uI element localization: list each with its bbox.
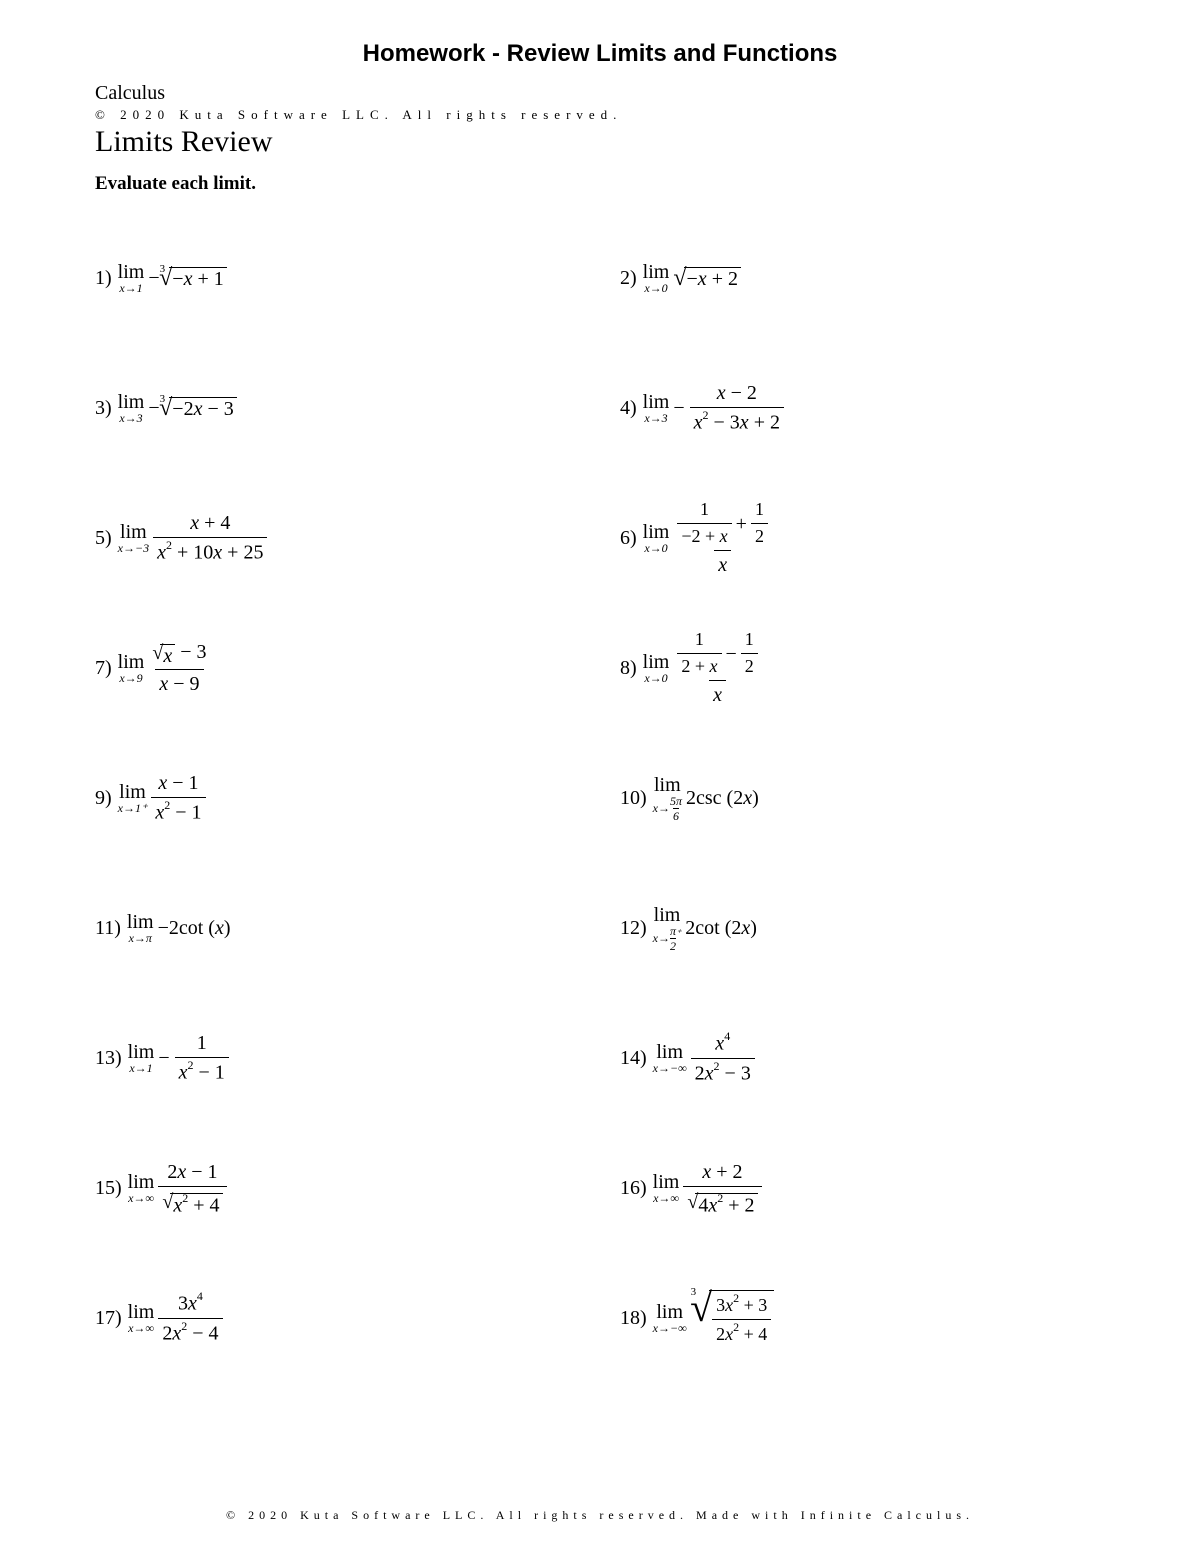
expression: −3√−2x − 3 [148,397,236,420]
limit-operator: lim x→∞ [128,1302,155,1334]
problem-number: 17) [95,1307,122,1330]
problem-number: 13) [95,1047,122,1070]
expression: −3√−x + 1 [148,267,226,290]
limit-operator: lim x→−3 [118,522,149,554]
limit-operator: lim x→−∞ [653,1302,687,1334]
expression: − 1x2 − 1 [158,1031,228,1085]
limit-operator: lim x→π2⁺ [653,905,682,952]
problem-number: 15) [95,1177,122,1200]
copyright-top: © 2020 Kuta Software LLC. All rights res… [95,107,1105,123]
limit-operator: lim x→1 [128,1042,155,1074]
expression: 1−2 + x + 12 x [673,499,772,576]
footer-copyright: © 2020 Kuta Software LLC. All rights res… [0,1508,1200,1523]
limit-operator: lim x→3 [643,392,670,424]
problem-13: 13) lim x→1 − 1x2 − 1 [95,993,580,1123]
problem-6: 6) lim x→0 1−2 + x + 12 x [620,473,1105,603]
expression: 12 + x − 12 x [673,629,761,706]
limit-operator: lim x→3 [118,392,145,424]
expression: x + 2√4x2 + 2 [683,1160,761,1217]
expression: 3√3x2 + 32x2 + 4 [691,1290,775,1345]
instruction-label: Evaluate each limit. [95,173,1105,195]
problem-18: 18) lim x→−∞ 3√3x2 + 32x2 + 4 [620,1253,1105,1383]
expression: x − 1x2 − 1 [151,771,205,825]
problem-16: 16) lim x→∞ x + 2√4x2 + 2 [620,1123,1105,1253]
limit-operator: lim x→∞ [128,1172,155,1204]
problem-number: 11) [95,917,121,940]
expression: 2x − 1√x2 + 4 [158,1160,226,1217]
problem-number: 1) [95,267,112,290]
expression: 3x42x2 − 4 [158,1291,222,1345]
problem-number: 8) [620,657,637,680]
problem-15: 15) lim x→∞ 2x − 1√x2 + 4 [95,1123,580,1253]
problem-number: 12) [620,917,647,940]
limit-operator: lim x→1 [118,262,145,294]
problem-5: 5) lim x→−3 x + 4x2 + 10x + 25 [95,473,580,603]
expression: x + 4x2 + 10x + 25 [153,511,267,565]
main-title: Homework - Review Limits and Functions [95,40,1105,68]
expression: √x − 3x − 9 [148,640,210,696]
problem-10: 10) lim x→5π6 2csc (2x) [620,733,1105,863]
expression: x42x2 − 3 [691,1031,755,1085]
expression: 2csc (2x) [686,787,759,810]
limit-operator: lim x→0 [643,652,670,684]
problem-2: 2) lim x→0 √−x + 2 [620,213,1105,343]
problem-number: 7) [95,657,112,680]
problem-8: 8) lim x→0 12 + x − 12 x [620,603,1105,733]
problem-number: 9) [95,787,112,810]
problem-12: 12) lim x→π2⁺ 2cot (2x) [620,863,1105,993]
problem-number: 16) [620,1177,647,1200]
problem-4: 4) lim x→3 − x − 2x2 − 3x + 2 [620,343,1105,473]
limit-operator: lim x→9 [118,652,145,684]
problem-1: 1) lim x→1 −3√−x + 1 [95,213,580,343]
limit-operator: lim x→0 [643,522,670,554]
problem-14: 14) lim x→−∞ x42x2 − 3 [620,993,1105,1123]
expression: 2cot (2x) [685,917,757,940]
problem-17: 17) lim x→∞ 3x42x2 − 4 [95,1253,580,1383]
problem-number: 10) [620,787,647,810]
problem-3: 3) lim x→3 −3√−2x − 3 [95,343,580,473]
problem-9: 9) lim x→1⁺ x − 1x2 − 1 [95,733,580,863]
limit-operator: lim x→−∞ [653,1042,687,1074]
problem-11: 11) lim x→π −2cot (x) [95,863,580,993]
expression: −2cot (x) [158,917,231,940]
limit-operator: lim x→∞ [653,1172,680,1204]
expression: √−x + 2 [673,267,741,290]
subject-label: Calculus [95,82,1105,105]
section-title: Limits Review [95,125,1105,159]
problem-number: 3) [95,397,112,420]
problem-number: 14) [620,1047,647,1070]
problem-number: 4) [620,397,637,420]
problem-number: 18) [620,1307,647,1330]
problem-number: 2) [620,267,637,290]
limit-operator: lim x→π [127,912,154,944]
expression: − x − 2x2 − 3x + 2 [673,381,784,435]
limit-operator: lim x→1⁺ [118,782,148,814]
problems-grid: 1) lim x→1 −3√−x + 1 2) lim x→0 √−x + 2 … [95,213,1105,1383]
problem-7: 7) lim x→9 √x − 3x − 9 [95,603,580,733]
problem-number: 6) [620,527,637,550]
problem-number: 5) [95,527,112,550]
limit-operator: lim x→5π6 [653,775,682,822]
limit-operator: lim x→0 [643,262,670,294]
